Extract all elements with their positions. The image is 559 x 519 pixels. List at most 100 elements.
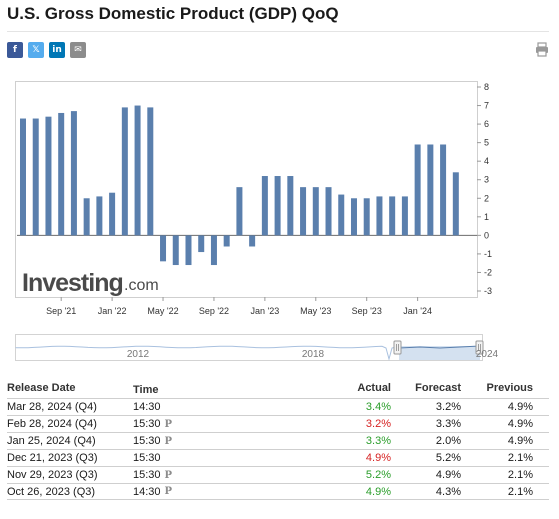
time-value: 14:30 [133,401,161,413]
data-bar[interactable] [58,112,65,236]
facebook-share-button[interactable]: f [7,42,23,58]
data-bar[interactable] [300,187,307,236]
time-value: 15:30 [133,418,161,430]
x-tick-label: Jan '23 [250,306,279,316]
data-bar[interactable] [83,198,90,236]
data-bar[interactable] [440,144,447,236]
time-value: 15:30 [133,469,161,481]
y-tick-label: 8 [484,82,489,92]
forecast-cell: 5.2% [435,452,461,464]
data-bar[interactable] [96,196,103,236]
data-bar[interactable] [147,107,154,236]
data-bar[interactable] [414,144,421,236]
time-cell: 14:30 [133,401,261,413]
release-date-cell: Dec 21, 2023 (Q3) [7,452,98,464]
data-bar[interactable] [172,235,179,266]
table-row: Jan 25, 2024 (Q4) 15:30 P 3.3% 2.0% 4.9% [7,432,549,449]
email-share-button[interactable]: ✉ [70,42,86,58]
header-release-date: Release Date [7,382,76,394]
table-row: Feb 28, 2024 (Q4) 15:30 P 3.2% 3.3% 4.9% [7,415,549,432]
linkedin-share-button[interactable]: in [49,42,65,58]
data-bar[interactable] [20,118,26,236]
y-tick-label: -3 [484,286,492,296]
data-bar[interactable] [121,107,128,236]
data-bar[interactable] [223,235,230,247]
twitter-share-button[interactable]: 𝕏 [28,42,44,58]
preliminary-icon: P [164,469,173,481]
data-bar[interactable] [274,176,281,236]
data-bar[interactable] [325,187,332,236]
previous-cell: 2.1% [507,452,533,464]
table-row: Nov 29, 2023 (Q3) 15:30 P 5.2% 4.9% 2.1% [7,466,549,483]
forecast-cell: 4.3% [435,485,461,498]
print-icon[interactable] [535,42,549,57]
header-previous: Previous [486,382,533,394]
data-bar[interactable] [185,235,192,266]
time-value: 15:30 [133,452,161,464]
previous-cell: 2.1% [507,469,533,481]
previous-cell: 4.9% [507,401,533,413]
forecast-cell: 3.2% [435,401,461,413]
data-bar[interactable] [210,235,217,266]
time-cell: 15:30 P [133,469,261,481]
release-date-cell: Nov 29, 2023 (Q3) [7,469,98,481]
release-table: Release Date Time Actual Forecast Previo… [7,382,549,500]
actual-cell: 3.4% [365,401,391,413]
actual-cell: 4.9% [365,452,391,464]
investing-watermark-suffix: .com [124,277,159,294]
data-bar[interactable] [261,176,268,236]
data-bar[interactable] [70,111,77,236]
data-bar[interactable] [312,187,319,236]
time-value: 14:30 [133,485,161,498]
previous-cell: 4.9% [507,435,533,447]
actual-cell: 4.9% [365,485,391,498]
previous-cell: 4.9% [507,418,533,430]
data-bar[interactable] [350,198,357,236]
data-bar[interactable] [287,176,294,236]
gdp-bar-chart: 8 7 6 5 4 3 2 1 0 -1 -2 -3 Sep '21 Jan '22 May '22 Sep … [17,82,492,316]
data-bar[interactable] [452,172,459,236]
forecast-cell: 4.9% [435,469,461,481]
data-bar[interactable] [198,235,205,253]
y-tick-label: 2 [484,193,489,203]
data-bar[interactable] [109,192,116,236]
actual-cell: 5.2% [365,469,391,481]
x-tick-label: May '23 [300,306,331,316]
time-value: 15:30 [133,435,161,447]
actual-cell: 3.3% [365,435,391,447]
preliminary-icon: P [164,418,173,430]
data-bar[interactable] [401,196,408,236]
x-tick-label: Sep '22 [199,306,229,316]
y-tick-label: 4 [484,156,489,166]
data-bar[interactable] [32,118,39,236]
actual-cell: 3.2% [365,418,391,430]
data-bar[interactable] [363,198,370,236]
x-tick-label: Sep '23 [352,306,382,316]
chart-navigator[interactable] [15,334,483,361]
preliminary-icon: P [164,486,173,497]
forecast-cell: 2.0% [435,435,461,447]
data-bar[interactable] [338,194,345,236]
x-tick-label: May '22 [147,306,178,316]
time-cell: 15:30 P [133,418,261,430]
release-date-cell: Jan 25, 2024 (Q4) [7,435,96,447]
email-icon: ✉ [74,45,82,55]
header-time: Time [133,384,159,396]
gdp-chart [15,81,478,298]
data-bar[interactable] [134,105,141,236]
time-cell: 14:30 P [133,486,261,498]
data-bar[interactable] [45,116,52,236]
release-date-cell: Mar 28, 2024 (Q4) [7,401,97,413]
linkedin-icon: in [52,45,62,55]
y-tick-label: 5 [484,138,489,148]
data-bar[interactable] [389,196,396,236]
x-tick-label: Jan '22 [98,306,127,316]
data-bar[interactable] [376,196,383,236]
release-date-cell: Feb 28, 2024 (Q4) [7,418,97,430]
data-bar[interactable] [160,235,167,262]
y-tick-label: -2 [484,267,492,277]
data-bar[interactable] [249,235,256,247]
data-bar[interactable] [236,187,243,236]
time-cell: 15:30 [133,452,261,464]
data-bar[interactable] [427,144,434,236]
